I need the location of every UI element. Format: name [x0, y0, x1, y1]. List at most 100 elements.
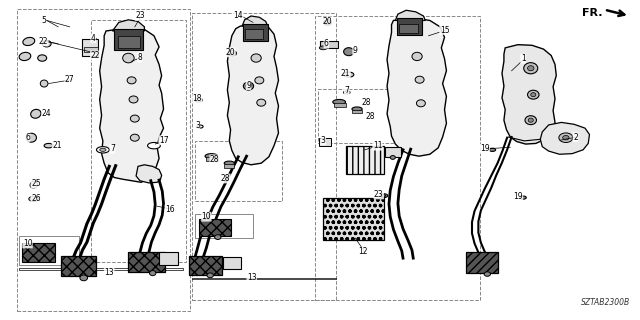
Ellipse shape	[251, 54, 261, 62]
Polygon shape	[227, 24, 278, 165]
Ellipse shape	[527, 66, 534, 71]
Ellipse shape	[44, 143, 53, 148]
Text: 21: 21	[52, 141, 61, 150]
Ellipse shape	[205, 154, 218, 159]
Text: 6: 6	[25, 132, 30, 141]
Polygon shape	[387, 18, 447, 156]
Ellipse shape	[344, 91, 350, 94]
Text: 26: 26	[31, 194, 40, 203]
Bar	[243, 24, 268, 41]
Ellipse shape	[412, 52, 422, 60]
Bar	[320, 41, 338, 48]
Bar	[315, 16, 479, 300]
Text: 22: 22	[39, 37, 48, 46]
Bar	[115, 29, 143, 50]
Ellipse shape	[196, 125, 203, 128]
Text: 7: 7	[344, 86, 349, 95]
Text: 28: 28	[221, 174, 230, 183]
Polygon shape	[396, 10, 426, 20]
Ellipse shape	[390, 156, 396, 159]
Ellipse shape	[524, 63, 538, 74]
Bar	[118, 36, 140, 49]
Ellipse shape	[150, 270, 156, 276]
Ellipse shape	[333, 100, 346, 105]
Text: 9: 9	[353, 45, 358, 55]
Polygon shape	[502, 45, 556, 144]
Bar	[17, 9, 189, 311]
Text: 23: 23	[374, 190, 383, 199]
Ellipse shape	[417, 100, 426, 107]
Bar	[346, 146, 384, 174]
Text: 20: 20	[323, 17, 332, 26]
Bar	[385, 147, 401, 157]
Ellipse shape	[38, 55, 47, 61]
Ellipse shape	[195, 98, 202, 102]
Text: 19: 19	[513, 192, 523, 201]
Ellipse shape	[228, 50, 236, 56]
Text: SZTAB2300B: SZTAB2300B	[580, 298, 630, 307]
Polygon shape	[242, 16, 268, 26]
Polygon shape	[113, 20, 145, 31]
Bar	[195, 214, 253, 238]
Ellipse shape	[123, 53, 134, 63]
Ellipse shape	[352, 107, 362, 111]
Text: 13: 13	[247, 273, 257, 282]
Bar	[61, 256, 97, 276]
Text: 23: 23	[135, 12, 145, 20]
Ellipse shape	[324, 20, 332, 25]
Bar	[84, 47, 98, 52]
Ellipse shape	[42, 41, 51, 47]
Ellipse shape	[29, 196, 39, 201]
Bar	[397, 18, 422, 35]
Ellipse shape	[319, 46, 327, 50]
Ellipse shape	[255, 77, 264, 84]
Ellipse shape	[489, 148, 495, 151]
Polygon shape	[136, 165, 162, 183]
Ellipse shape	[559, 133, 573, 142]
Text: 28: 28	[365, 112, 374, 121]
Polygon shape	[100, 28, 164, 182]
Ellipse shape	[525, 116, 536, 124]
Text: 25: 25	[31, 180, 40, 188]
Text: 21: 21	[340, 69, 350, 78]
Bar	[399, 24, 418, 33]
Ellipse shape	[224, 161, 234, 165]
Text: 4: 4	[91, 34, 96, 43]
Text: 12: 12	[358, 247, 368, 256]
Ellipse shape	[19, 52, 31, 60]
Ellipse shape	[484, 272, 490, 276]
Ellipse shape	[214, 235, 221, 239]
Text: 14: 14	[234, 11, 243, 20]
Text: 28: 28	[361, 98, 371, 107]
Ellipse shape	[40, 80, 48, 87]
Ellipse shape	[26, 133, 36, 142]
Text: 13: 13	[104, 268, 114, 277]
Bar	[334, 103, 346, 107]
Ellipse shape	[563, 135, 569, 140]
Text: 3: 3	[321, 136, 326, 145]
Bar	[129, 252, 166, 271]
Ellipse shape	[246, 84, 251, 88]
Text: 5: 5	[41, 16, 46, 25]
Text: 17: 17	[159, 136, 168, 145]
Bar	[245, 29, 263, 39]
Ellipse shape	[415, 76, 424, 83]
Ellipse shape	[243, 82, 253, 90]
Text: 6: 6	[324, 39, 329, 48]
Bar	[192, 278, 336, 279]
Bar	[19, 236, 79, 265]
Bar	[92, 20, 186, 262]
Text: 10: 10	[202, 212, 211, 221]
Text: 15: 15	[440, 26, 449, 35]
Text: 20: 20	[226, 48, 236, 57]
Bar	[223, 257, 241, 269]
Bar	[198, 219, 230, 236]
Bar	[319, 138, 332, 146]
Text: 10: 10	[22, 239, 33, 248]
Ellipse shape	[131, 134, 140, 141]
Text: 2: 2	[573, 132, 578, 141]
Bar	[224, 164, 234, 168]
Ellipse shape	[31, 109, 41, 118]
Text: 24: 24	[42, 109, 51, 118]
Bar	[83, 39, 99, 56]
